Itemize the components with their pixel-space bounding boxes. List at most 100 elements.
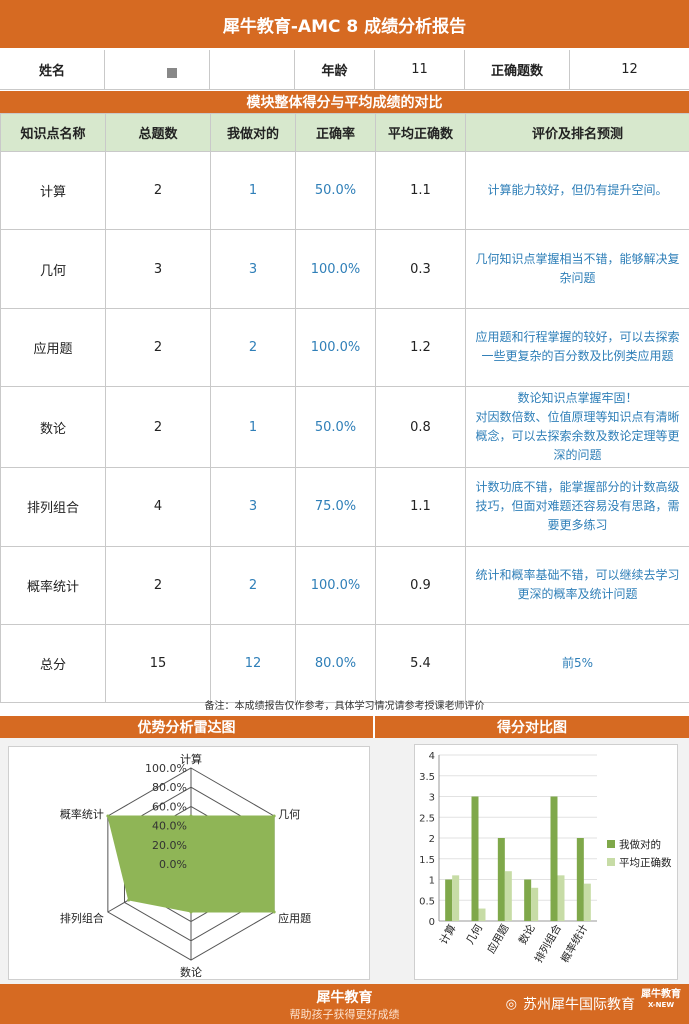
name-label: 姓名 [0, 50, 105, 89]
bar-y-tick-label: 0.5 [419, 896, 435, 907]
radar-category-label: 计算 [180, 752, 202, 766]
table-cell: 概率统计 [0, 545, 106, 625]
name-value [105, 50, 210, 89]
bar-y-tick-label: 3.5 [419, 772, 435, 783]
bar-mark [504, 871, 512, 921]
module-title: 模块整体得分与平均成绩的对比 [0, 91, 689, 113]
bar-mark [452, 875, 460, 921]
bar-category-label: 应用题 [484, 922, 511, 956]
radar-panel: 0.0% 20.0% 40.0% 60.0% 80.0% 100.0% 计算 几何 应用题 数论 排… [8, 746, 370, 980]
table-cell: 50.0% [295, 386, 376, 469]
footer-brand: 犀牛教育 [316, 990, 373, 1006]
table-cell: 12 [210, 623, 296, 704]
table-cell: 80.0% [295, 623, 376, 704]
table-cell: 75.0% [295, 467, 376, 547]
table-row: 总分 15 12 80.0% 5.4 前5% [0, 623, 689, 704]
column-header: 正确率 [295, 113, 376, 152]
radar-category-label: 概率统计 [60, 807, 104, 821]
radar-tick-label: 60.0% [152, 800, 187, 813]
bar-mark [531, 887, 539, 921]
table-cell: 2 [105, 545, 211, 625]
table-row: 数论 2 1 50.0% 0.8 数论知识点掌握牢固！ 对因数倍数、位值原理等知识点有清晰… [0, 386, 689, 469]
table-cell: 1.1 [375, 467, 466, 547]
legend-swatch [607, 840, 615, 848]
table-cell: 2 [105, 386, 211, 469]
column-header: 我做对的 [210, 113, 296, 152]
table-cell: 总分 [0, 623, 106, 704]
table-cell: 100.0% [295, 307, 376, 388]
table-row: 几何 3 3 100.0% 0.3 几何知识点掌握相当不错，能够解决复杂问题 [0, 229, 689, 309]
table-cell: 前5% [465, 623, 689, 704]
correct-value: 12 [621, 62, 638, 77]
table-cell: 应用题 [0, 307, 106, 388]
table-cell: 排列组合 [0, 467, 106, 547]
radar-tick-label: 80.0% [152, 781, 187, 794]
table-cell: 几何知识点掌握相当不错，能够解决复杂问题 [465, 229, 689, 309]
table-cell: 2 [105, 307, 211, 388]
bar-mark [478, 908, 486, 921]
legend-label: 平均正确数 [619, 856, 672, 869]
table-row: 概率统计 2 2 100.0% 0.9 统计和概率基础不错，可以继续去学习更深的概率及统计… [0, 545, 689, 625]
bar-panel: 0 0.5 1 1.5 2 2.5 3 3.5 4 计算 几何 应用题 数论 排列组合 概率统计 我做对的 平均… [414, 744, 678, 980]
table-cell: 数论 [0, 386, 106, 469]
radar-point [106, 814, 110, 818]
radar-category-label: 应用题 [278, 911, 311, 925]
correct-label: 正确题数 [465, 50, 570, 89]
footer: 犀牛教育 帮助孩子获得更好成绩 ◎ 苏州犀牛国际教育 犀牛教育 X-NEW [0, 984, 689, 1024]
column-header: 平均正确数 [375, 113, 466, 152]
bar-mark [576, 838, 584, 921]
age-value: 11 [375, 50, 465, 89]
table-cell: 1.2 [375, 307, 466, 388]
radar-point [272, 814, 276, 818]
bar-mark [550, 796, 558, 921]
chart-area: 0.0% 20.0% 40.0% 60.0% 80.0% 100.0% 计算 几何 应用题 数论排… [0, 738, 689, 984]
radar-category-label: 排列组合 [60, 911, 104, 925]
bar-y-tick-label: 0 [429, 917, 435, 928]
chart-title-bars: 优势分析雷达图 得分对比图 [0, 716, 689, 738]
brand-logo: 犀牛教育 X-NEW [641, 989, 681, 1019]
table-cell: 0.9 [375, 545, 466, 625]
radar-category-label: 数论 [180, 965, 202, 979]
bar-mark [497, 838, 505, 921]
table-cell: 应用题和行程掌握的较好，可以去探索一些更复杂的百分数及比例类应用题 [465, 307, 689, 388]
table-cell: 1.1 [375, 150, 466, 231]
table-cell: 计算 [0, 150, 106, 231]
report-title: 犀牛教育-AMC 8 成绩分析报告 [0, 0, 689, 50]
radar-point [189, 910, 193, 914]
table-row: 排列组合 4 3 75.0% 1.1 计数功底不错，能掌握部分的计数高级技巧，但面对难题还… [0, 467, 689, 547]
bar-y-tick-label: 1.5 [419, 855, 435, 866]
table-cell: 100.0% [295, 545, 376, 625]
column-header: 评价及排名预测 [465, 113, 689, 152]
wechat-icon: ◎ [505, 996, 517, 1012]
table-cell: 几何 [0, 229, 106, 309]
footer-slogan: 帮助孩子获得更好成绩 [289, 1008, 400, 1021]
table-cell: 15 [105, 623, 211, 704]
table-header-row: 知识点名称 总题数 我做对的 正确率 平均正确数 评价及排名预测 [0, 113, 689, 152]
bar-y-tick-label: 2.5 [419, 813, 435, 824]
legend-swatch [607, 858, 615, 866]
table-cell: 1 [210, 386, 296, 469]
table-cell: 计数功底不错，能掌握部分的计数高级技巧，但面对难题还容易没有思路，需要更多练习 [465, 467, 689, 547]
radar-tick-label: 20.0% [152, 839, 187, 852]
student-info-row: 姓名 年龄 11 正确题数 12 [0, 50, 689, 90]
bar-mark [583, 883, 591, 921]
table-cell: 50.0% [295, 150, 376, 231]
table-cell: 100.0% [295, 229, 376, 309]
table-cell: 2 [210, 307, 296, 388]
radar-category-label: 几何 [278, 808, 300, 821]
bar-category-label: 几何 [463, 922, 485, 947]
radar-series-area [107, 815, 275, 913]
column-header: 知识点名称 [0, 113, 106, 152]
table-cell: 2 [105, 150, 211, 231]
age-label: 年龄 [295, 50, 375, 89]
table-body: 计算 2 1 50.0% 1.1 计算能力较好，但仍有提升空间。 几何 3 3 100.0% 0.3… [0, 150, 689, 704]
table-cell: 数论知识点掌握牢固！ 对因数倍数、位值原理等知识点有清晰概念，可以去探索余数及数… [465, 386, 689, 469]
bar-mark [445, 879, 453, 921]
bar-y-tick-label: 1 [429, 876, 435, 887]
radar-point [189, 814, 193, 818]
table-cell: 1 [210, 150, 296, 231]
table-cell: 2 [210, 545, 296, 625]
table-cell: 计算能力较好，但仍有提升空间。 [465, 150, 689, 231]
